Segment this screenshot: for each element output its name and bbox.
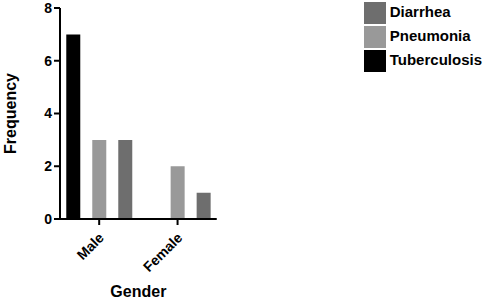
svg-text:Frequency: Frequency [8, 73, 19, 154]
svg-text:8: 8 [44, 0, 52, 16]
svg-text:2: 2 [44, 158, 52, 174]
svg-text:Female: Female [140, 229, 186, 275]
svg-text:Male: Male [74, 229, 107, 262]
svg-text:0: 0 [44, 211, 52, 227]
html-text:Pneumonia: Pneumonia [389, 27, 471, 44]
html-text:Diarrhea: Diarrhea [389, 3, 451, 20]
svg-text:4: 4 [44, 105, 52, 121]
svg-text:Gender: Gender [110, 283, 166, 300]
svg-text:6: 6 [44, 53, 52, 69]
html-text:Tuberculosis: Tuberculosis [389, 51, 482, 69]
